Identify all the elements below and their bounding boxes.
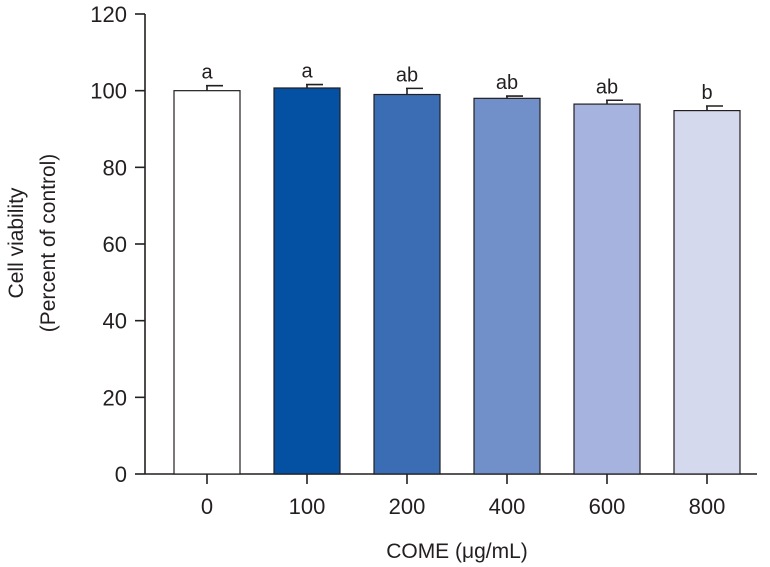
bar-800 [673, 109, 741, 475]
significance-label: ab [496, 72, 518, 94]
significance-label: ab [396, 64, 418, 86]
y-tick-label: 80 [103, 155, 127, 180]
y-tick-label: 100 [90, 79, 127, 104]
bar-400 [473, 97, 541, 475]
y-axis-title-line-2: (Percent of control) [37, 154, 60, 333]
bar-200 [373, 93, 441, 475]
y-tick-label: 40 [103, 309, 127, 334]
x-tick-label: 800 [689, 494, 726, 519]
labels: a a ab ab ab b [201, 61, 712, 104]
significance-label: ab [596, 76, 618, 98]
y-axis-title: Cell viability (Percent of control) [5, 154, 60, 333]
x-tick-label: 200 [389, 494, 426, 519]
x-axis-title: COME (μg/mL) [386, 540, 528, 563]
significance-label: b [701, 82, 712, 104]
significance-label: a [301, 61, 313, 83]
x-tick-label: 600 [589, 494, 626, 519]
bar-600 [573, 103, 641, 475]
y-tick-label: 60 [103, 232, 127, 257]
y-tick-label: 20 [103, 385, 127, 410]
significance-label: a [201, 62, 213, 84]
x-tick-label: 100 [289, 494, 326, 519]
x-tick-label: 400 [489, 494, 526, 519]
axes: 0 20 40 60 80 100 120 0 100 200 400 600 800 [90, 2, 757, 519]
error-bars [206, 83, 723, 111]
y-tick-label: 120 [90, 2, 127, 27]
y-tick-label: 0 [115, 462, 127, 487]
bar-0 [173, 90, 241, 475]
bar-100 [273, 87, 341, 475]
y-axis-title-line-1: Cell viability [5, 187, 28, 298]
x-tick-label: 0 [201, 494, 213, 519]
bars [173, 87, 741, 475]
